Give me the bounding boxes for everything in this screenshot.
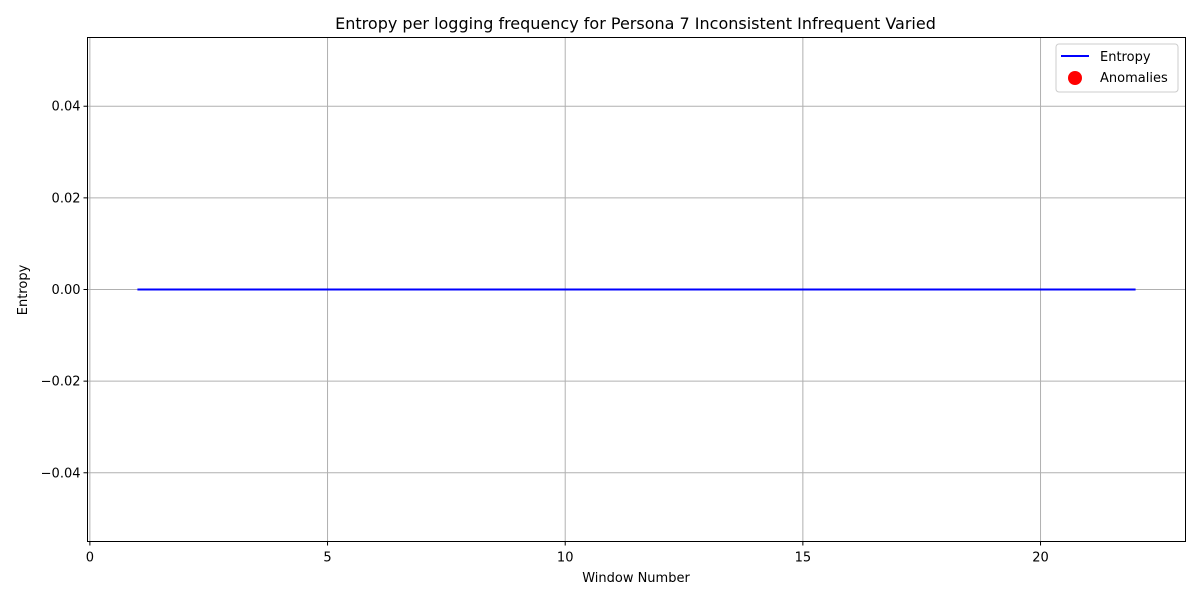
x-tick-label: 15 — [795, 551, 812, 566]
y-axis-label: Entropy — [16, 264, 31, 315]
y-tick-label: 0.00 — [52, 283, 81, 298]
legend-anomalies-label: Anomalies — [1100, 71, 1168, 86]
x-axis-ticks: 0 5 10 15 20 — [86, 541, 1049, 566]
x-tick-label: 0 — [86, 551, 94, 566]
legend-entropy-label: Entropy — [1100, 50, 1151, 65]
chart-title: Entropy per logging frequency for Person… — [335, 14, 936, 33]
x-tick-label: 10 — [557, 551, 574, 566]
legend-anomalies-marker — [1068, 71, 1082, 85]
y-tick-label: 0.04 — [52, 100, 81, 115]
y-tick-label: −0.04 — [41, 466, 81, 481]
y-axis-ticks: −0.04 −0.02 0.00 0.02 0.04 — [41, 100, 88, 481]
x-tick-label: 5 — [323, 551, 331, 566]
y-tick-label: −0.02 — [41, 375, 81, 390]
y-tick-label: 0.02 — [52, 191, 81, 206]
x-tick-label: 20 — [1032, 551, 1049, 566]
x-axis-label: Window Number — [582, 571, 690, 586]
legend: Entropy Anomalies — [1055, 43, 1179, 93]
